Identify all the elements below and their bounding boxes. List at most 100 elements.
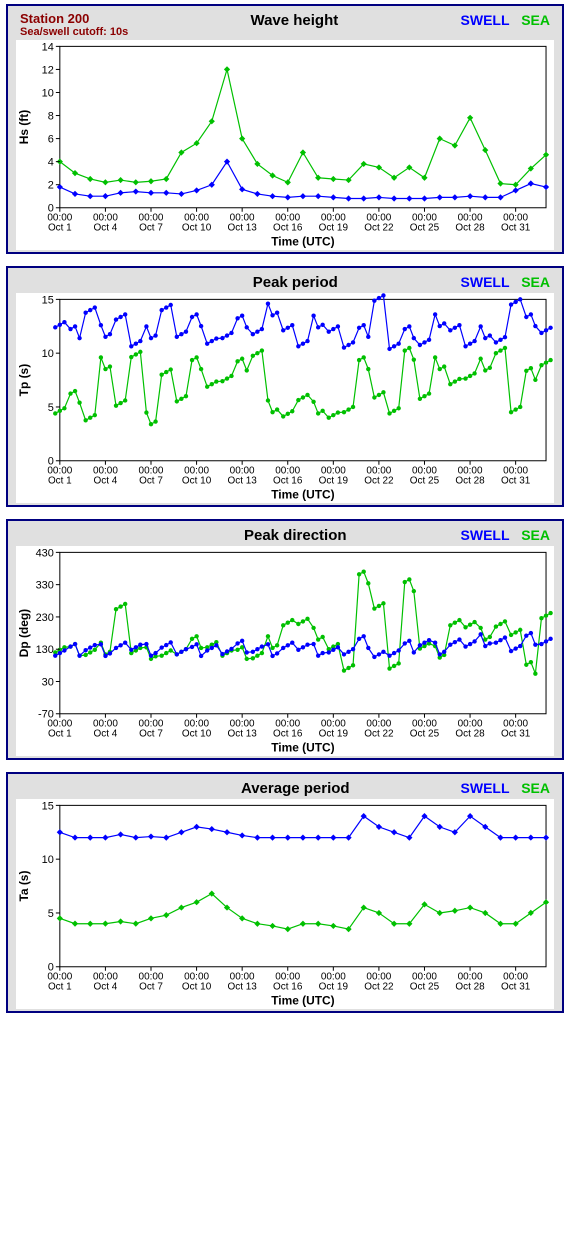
plot-svg: 05101500:00Oct 100:00Oct 400:00Oct 700:0… xyxy=(16,799,554,1009)
svg-text:Oct 10: Oct 10 xyxy=(182,476,212,487)
svg-text:Time (UTC): Time (UTC) xyxy=(271,488,334,502)
svg-text:Oct 16: Oct 16 xyxy=(273,982,303,993)
svg-text:Oct 7: Oct 7 xyxy=(139,982,163,993)
svg-text:Oct 25: Oct 25 xyxy=(410,729,440,740)
svg-text:5: 5 xyxy=(48,908,54,920)
panel-title: Wave height xyxy=(128,12,460,29)
legend-sea: SEA xyxy=(521,780,550,796)
svg-text:Oct 25: Oct 25 xyxy=(410,476,440,487)
legend-sea: SEA xyxy=(521,527,550,543)
svg-text:Oct 31: Oct 31 xyxy=(501,729,531,740)
panel-header: Peak direction SWELL SEA xyxy=(12,527,558,546)
svg-text:Oct 22: Oct 22 xyxy=(364,476,394,487)
svg-text:Oct 4: Oct 4 xyxy=(94,223,118,234)
svg-text:330: 330 xyxy=(36,580,54,592)
legend: SWELL SEA xyxy=(461,274,550,290)
legend-swell: SWELL xyxy=(461,12,510,28)
svg-text:10: 10 xyxy=(42,88,54,100)
svg-text:Oct 1: Oct 1 xyxy=(48,476,72,487)
legend-sea: SEA xyxy=(521,274,550,290)
svg-text:Oct 1: Oct 1 xyxy=(48,982,72,993)
svg-text:Oct 7: Oct 7 xyxy=(139,476,163,487)
svg-text:Ta (s): Ta (s) xyxy=(17,871,31,902)
svg-text:Tp (s): Tp (s) xyxy=(17,364,31,397)
svg-text:Oct 7: Oct 7 xyxy=(139,729,163,740)
svg-text:6: 6 xyxy=(48,134,54,146)
svg-text:Oct 19: Oct 19 xyxy=(319,223,349,234)
svg-text:Oct 16: Oct 16 xyxy=(273,729,303,740)
svg-text:Oct 1: Oct 1 xyxy=(48,729,72,740)
legend-swell: SWELL xyxy=(461,274,510,290)
svg-text:Oct 31: Oct 31 xyxy=(501,223,531,234)
legend: SWELL SEA xyxy=(461,527,550,543)
plot-svg: -703013023033043000:00Oct 100:00Oct 400:… xyxy=(16,546,554,756)
svg-text:Oct 10: Oct 10 xyxy=(182,223,212,234)
svg-text:30: 30 xyxy=(42,677,54,689)
svg-text:Oct 4: Oct 4 xyxy=(94,476,118,487)
panel-header: Average period SWELL SEA xyxy=(12,780,558,799)
station-line2: Sea/swell cutoff: 10s xyxy=(20,26,128,38)
svg-text:Oct 25: Oct 25 xyxy=(410,982,440,993)
svg-text:Oct 13: Oct 13 xyxy=(227,223,257,234)
svg-text:10: 10 xyxy=(42,855,54,867)
svg-text:Oct 4: Oct 4 xyxy=(94,729,118,740)
svg-text:130: 130 xyxy=(36,645,54,657)
svg-text:8: 8 xyxy=(48,111,54,123)
svg-text:5: 5 xyxy=(48,402,54,414)
station-label: Station 200 Sea/swell cutoff: 10s xyxy=(20,12,128,38)
svg-text:Time (UTC): Time (UTC) xyxy=(271,994,334,1008)
svg-text:Oct 16: Oct 16 xyxy=(273,223,303,234)
svg-text:Hs (ft): Hs (ft) xyxy=(17,110,31,145)
svg-text:Oct 13: Oct 13 xyxy=(227,982,257,993)
svg-text:Oct 19: Oct 19 xyxy=(319,476,349,487)
svg-text:Oct 31: Oct 31 xyxy=(501,476,531,487)
svg-text:10: 10 xyxy=(42,349,54,361)
legend-swell: SWELL xyxy=(461,527,510,543)
svg-text:15: 15 xyxy=(42,295,54,307)
svg-text:Time (UTC): Time (UTC) xyxy=(271,741,334,755)
legend: SWELL SEA xyxy=(461,780,550,796)
svg-text:Oct 31: Oct 31 xyxy=(501,982,531,993)
svg-text:Oct 28: Oct 28 xyxy=(455,476,485,487)
svg-text:15: 15 xyxy=(42,801,54,813)
svg-text:Oct 1: Oct 1 xyxy=(48,223,72,234)
svg-text:Oct 16: Oct 16 xyxy=(273,476,303,487)
svg-text:Time (UTC): Time (UTC) xyxy=(271,235,334,249)
legend-swell: SWELL xyxy=(461,780,510,796)
svg-text:Oct 22: Oct 22 xyxy=(364,223,394,234)
svg-text:Oct 19: Oct 19 xyxy=(319,729,349,740)
panel-title: Peak period xyxy=(130,274,461,291)
svg-text:Dp (deg): Dp (deg) xyxy=(17,609,31,657)
plot-svg: 05101500:00Oct 100:00Oct 400:00Oct 700:0… xyxy=(16,293,554,503)
svg-text:4: 4 xyxy=(48,157,54,169)
svg-text:Oct 28: Oct 28 xyxy=(455,223,485,234)
legend: SWELL SEA xyxy=(461,12,550,28)
plot-area: -703013023033043000:00Oct 100:00Oct 400:… xyxy=(16,546,554,756)
plot-area: 05101500:00Oct 100:00Oct 400:00Oct 700:0… xyxy=(16,293,554,503)
panel-title: Average period xyxy=(130,780,461,797)
station-line1: Station 200 xyxy=(20,12,128,26)
svg-text:12: 12 xyxy=(42,65,54,77)
svg-text:Oct 22: Oct 22 xyxy=(364,982,394,993)
panel-title: Peak direction xyxy=(130,527,461,544)
svg-text:2: 2 xyxy=(48,180,54,192)
svg-text:Oct 13: Oct 13 xyxy=(227,729,257,740)
svg-text:Oct 7: Oct 7 xyxy=(139,223,163,234)
panel-peak-direction: Peak direction SWELL SEA -70301302303304… xyxy=(6,519,564,760)
plot-area: 0246810121400:00Oct 100:00Oct 400:00Oct … xyxy=(16,40,554,250)
svg-text:Oct 19: Oct 19 xyxy=(319,982,349,993)
legend-sea: SEA xyxy=(521,12,550,28)
panel-header: Station 200 Sea/swell cutoff: 10s Wave h… xyxy=(12,12,558,40)
svg-text:Oct 25: Oct 25 xyxy=(410,223,440,234)
plot-svg: 0246810121400:00Oct 100:00Oct 400:00Oct … xyxy=(16,40,554,250)
panel-wave-height: Station 200 Sea/swell cutoff: 10s Wave h… xyxy=(6,4,564,254)
panel-average-period: Average period SWELL SEA 05101500:00Oct … xyxy=(6,772,564,1013)
svg-text:Oct 4: Oct 4 xyxy=(94,982,118,993)
svg-text:430: 430 xyxy=(36,548,54,560)
panel-header: Peak period SWELL SEA xyxy=(12,274,558,293)
plot-area: 05101500:00Oct 100:00Oct 400:00Oct 700:0… xyxy=(16,799,554,1009)
svg-text:Oct 13: Oct 13 xyxy=(227,476,257,487)
svg-text:Oct 22: Oct 22 xyxy=(364,729,394,740)
svg-text:Oct 28: Oct 28 xyxy=(455,982,485,993)
panel-peak-period: Peak period SWELL SEA 05101500:00Oct 100… xyxy=(6,266,564,507)
